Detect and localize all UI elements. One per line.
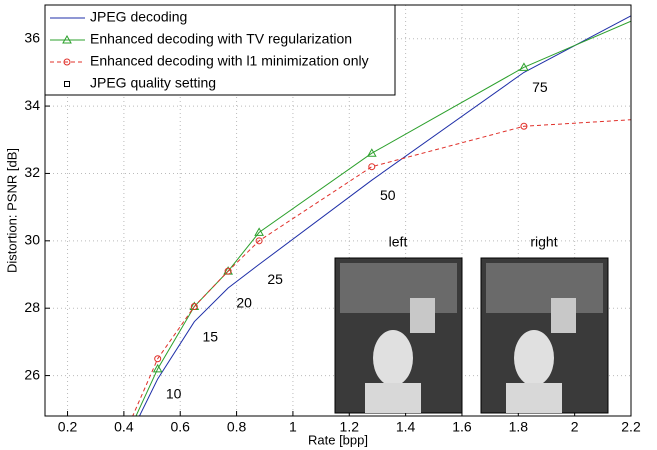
y-axis-label: Distortion: PSNR [dB] — [4, 148, 19, 273]
quality-label: 25 — [267, 271, 283, 287]
marker — [368, 163, 376, 171]
quality-label: 50 — [380, 187, 396, 203]
quality-label: 20 — [236, 295, 252, 311]
marker — [254, 227, 264, 236]
marker — [63, 58, 71, 66]
inset-bust — [506, 383, 562, 413]
legend-box — [44, 4, 396, 96]
legend-label: JPEG quality setting — [90, 75, 216, 91]
y-tick-label: 30 — [24, 232, 40, 248]
marker — [366, 148, 377, 157]
y-tick-label: 34 — [24, 97, 40, 113]
marker — [520, 122, 528, 130]
inset-head — [373, 330, 413, 386]
inset-head — [514, 330, 554, 386]
marker — [642, 116, 648, 122]
inset-label: left — [389, 234, 408, 250]
x-tick-label: 0.2 — [58, 419, 78, 435]
x-tick-label: 1.8 — [509, 419, 529, 435]
inset-lamp — [410, 298, 435, 333]
legend-label: Enhanced decoding with l1 minimization o… — [90, 53, 369, 69]
x-tick-label: 1.2 — [340, 419, 360, 435]
x-tick-label: 1.6 — [452, 419, 472, 435]
inset-shelf — [340, 263, 457, 313]
marker — [255, 237, 263, 245]
marker — [152, 363, 163, 373]
marker — [62, 34, 72, 44]
x-tick-label: 0.4 — [114, 419, 134, 435]
marker — [190, 303, 198, 311]
inset-lamp — [551, 298, 576, 333]
x-tick-label: 2.2 — [621, 419, 641, 435]
x-tick-label: 1 — [289, 419, 297, 435]
marker — [641, 11, 649, 18]
inset-bust — [365, 383, 421, 413]
series-line — [132, 119, 631, 416]
marker — [154, 355, 162, 363]
x-tick-label: 0.8 — [227, 419, 247, 435]
quality-label: 15 — [203, 328, 219, 344]
quality-label: 10 — [166, 386, 182, 402]
marker — [224, 267, 232, 275]
x-tick-label: 2 — [571, 419, 579, 435]
y-tick-label: 36 — [24, 29, 40, 45]
marker — [64, 81, 70, 87]
x-tick-label: 1.4 — [396, 419, 416, 435]
y-tick-label: 28 — [24, 299, 40, 315]
legend-label: Enhanced decoding with TV regularization — [90, 31, 352, 47]
y-tick-label: 26 — [24, 366, 40, 382]
inset-shelf — [486, 263, 603, 313]
quality-label: 75 — [532, 79, 548, 95]
y-tick-label: 32 — [24, 164, 40, 180]
series-line — [135, 20, 631, 416]
x-axis-label: Rate [bpp] — [308, 432, 368, 447]
legend-label: JPEG decoding — [90, 9, 187, 25]
series-group — [132, 11, 649, 416]
series-line — [138, 15, 631, 416]
marker — [519, 62, 529, 71]
inset-label: right — [530, 234, 557, 250]
x-tick-label: 0.6 — [170, 419, 190, 435]
